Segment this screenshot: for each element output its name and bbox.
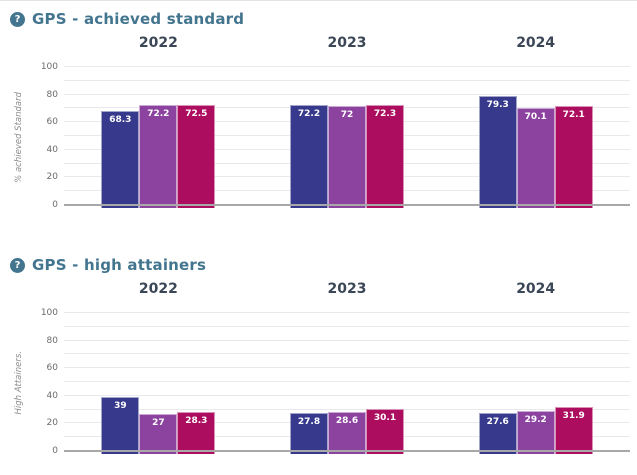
year-label-row: 2022 2023 2024 xyxy=(64,278,630,312)
y-axis-ticks: 0 20 40 60 80 100 xyxy=(28,62,64,210)
bar-groups: 39 27 28.3 27.8 28.6 30.1 27.6 29.2 31.9 xyxy=(64,312,630,454)
bar-value-label: 27.8 xyxy=(297,416,321,427)
purple-bar: 29.2 xyxy=(516,410,555,454)
category-label: 2022 xyxy=(138,35,178,51)
purple-bar: 72 xyxy=(328,105,366,208)
gridline xyxy=(64,325,630,327)
chart-header: ? GPS - high attainers xyxy=(10,254,630,276)
x-axis-line xyxy=(64,450,630,452)
chart-title: GPS - achieved standard xyxy=(32,10,245,28)
year-label-row: 2022 2023 2024 xyxy=(64,32,630,66)
bar-group-2024: 27.6 29.2 31.9 xyxy=(441,312,630,454)
x-axis-line xyxy=(64,204,630,206)
y-tick-label: 100 xyxy=(40,308,58,318)
y-tick-label: 60 xyxy=(46,117,58,128)
bar-group-2022: 39 27 28.3 xyxy=(64,312,253,454)
category-label: 2023 xyxy=(327,281,367,297)
navy-bar: 27.6 xyxy=(478,412,517,454)
y-axis-title: High Attainers. xyxy=(10,312,28,454)
purple-bar: 72.2 xyxy=(139,105,178,208)
category-label: 2022 xyxy=(138,281,178,297)
bar-group-2022: 68.3 72.2 72.5 xyxy=(64,66,253,208)
bar-value-label: 27 xyxy=(152,417,165,428)
bar-group-2024: 79.3 70.1 72.1 xyxy=(441,66,630,208)
bar-value-label: 31.9 xyxy=(562,410,585,421)
purple-bar: 27 xyxy=(139,413,178,454)
bar-value-label: 72.3 xyxy=(373,109,397,120)
bar-value-label: 72.1 xyxy=(562,109,585,120)
y-tick-label: 80 xyxy=(46,89,58,100)
gridline xyxy=(64,408,630,410)
help-icon[interactable]: ? xyxy=(10,257,25,273)
bar-value-label: 68.3 xyxy=(109,114,132,125)
y-tick-label: 60 xyxy=(46,363,58,374)
gridline xyxy=(64,79,630,81)
y-axis-title: % achieved Standard xyxy=(10,66,28,208)
crimson-bar: 72.1 xyxy=(554,105,593,208)
plot-column: 2022 2023 2024 39 27 28.3 27.8 28.6 30.1 27.6 29.… xyxy=(64,278,630,454)
bar-value-label: 72.5 xyxy=(185,108,208,119)
y-tick-label: 20 xyxy=(46,172,58,183)
bar-value-label: 72 xyxy=(340,109,354,120)
crimson-bar: 31.9 xyxy=(554,406,593,454)
chart-panel-achieved-standard: ? GPS - achieved standard % achieved Sta… xyxy=(0,1,637,210)
bar-value-label: 72.2 xyxy=(147,109,170,120)
bar-value-label: 39 xyxy=(114,401,127,412)
y-tick-label: 0 xyxy=(52,200,58,210)
chart-body: % achieved Standard 0 20 40 60 80 100 2022 202… xyxy=(10,32,630,210)
category-label: 2024 xyxy=(516,281,556,297)
gridline xyxy=(64,367,630,369)
purple-bar: 70.1 xyxy=(516,108,555,208)
gridline xyxy=(64,66,630,67)
category-label: 2024 xyxy=(516,35,556,51)
y-tick-label: 0 xyxy=(52,446,58,456)
plot-area: 39 27 28.3 27.8 28.6 30.1 27.6 29.2 31.9 xyxy=(64,312,630,454)
gridline xyxy=(64,394,630,396)
bar-value-label: 29.2 xyxy=(524,414,547,425)
navy-bar: 79.3 xyxy=(478,95,517,208)
y-tick-label: 80 xyxy=(46,335,58,346)
plot-area: 68.3 72.2 72.5 72.2 72 72.3 79.3 70.1 72.1 xyxy=(64,66,630,208)
gridline xyxy=(64,353,630,355)
navy-bar: 68.3 xyxy=(101,110,140,208)
crimson-bar: 72.3 xyxy=(366,105,404,208)
crimson-bar: 28.3 xyxy=(177,411,216,454)
help-icon[interactable]: ? xyxy=(10,11,25,27)
navy-bar: 39 xyxy=(101,397,140,454)
y-tick-label: 40 xyxy=(46,390,58,401)
chart-header: ? GPS - achieved standard xyxy=(10,8,630,30)
bar-group-2023: 72.2 72 72.3 xyxy=(253,66,442,208)
gridline xyxy=(64,312,630,313)
bar-value-label: 70.1 xyxy=(524,112,547,123)
gridline xyxy=(64,339,630,341)
crimson-bar: 72.5 xyxy=(177,104,216,208)
chart-panel-high-attainers: ? GPS - high attainers High Attainers. 0… xyxy=(0,254,637,456)
y-axis-title-text: % achieved Standard xyxy=(14,91,24,183)
crimson-bar: 30.1 xyxy=(366,409,404,454)
gridline xyxy=(64,381,630,382)
bar-group-2023: 27.8 28.6 30.1 xyxy=(253,312,442,454)
y-tick-label: 20 xyxy=(46,418,58,429)
y-tick-label: 40 xyxy=(46,144,58,155)
bar-value-label: 28.6 xyxy=(335,415,359,426)
chart-title: GPS - high attainers xyxy=(32,256,207,274)
y-tick-label: 100 xyxy=(40,62,58,72)
gridline xyxy=(64,93,630,95)
category-label: 2023 xyxy=(327,35,367,51)
y-axis-ticks: 0 20 40 60 80 100 xyxy=(28,308,64,456)
purple-bar: 28.6 xyxy=(328,411,366,454)
bar-groups: 68.3 72.2 72.5 72.2 72 72.3 79.3 70.1 72.1 xyxy=(64,66,630,208)
navy-bar: 72.2 xyxy=(290,105,328,208)
bar-value-label: 72.2 xyxy=(297,109,321,120)
plot-column: 2022 2023 2024 68.3 72.2 72.5 72.2 72 72.3 79.3 7… xyxy=(64,32,630,208)
chart-body: High Attainers. 0 20 40 60 80 100 2022 2023 202… xyxy=(10,278,630,456)
y-axis-title-text: High Attainers. xyxy=(14,351,24,415)
bar-value-label: 27.6 xyxy=(486,416,509,427)
bar-value-label: 30.1 xyxy=(373,413,397,424)
navy-bar: 27.8 xyxy=(290,412,328,454)
bar-value-label: 79.3 xyxy=(486,99,509,110)
bar-value-label: 28.3 xyxy=(185,415,208,426)
